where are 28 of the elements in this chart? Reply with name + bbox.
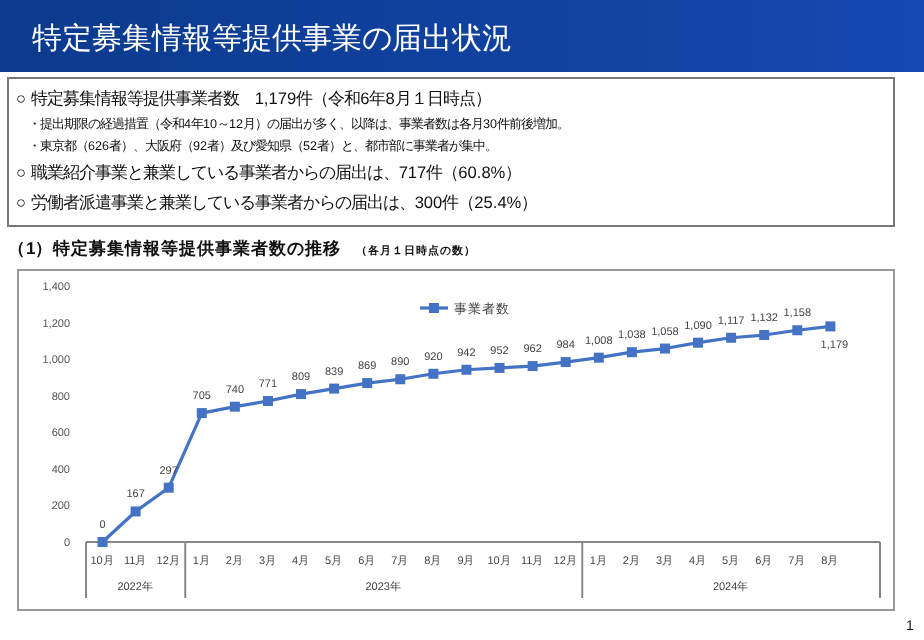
text: ○ 職業紹介事業と兼業している事業者からの届出は、717件（60.8%） <box>16 162 522 182</box>
chart-title: 特定募集情報等提供事業の届出状況 <box>32 22 512 56</box>
point <box>527 361 538 372</box>
point <box>726 332 737 343</box>
text: ○ 特定募集情報等提供事業者数 1,179件（令和6年8月１日時点） <box>16 88 491 108</box>
point <box>362 378 373 389</box>
chart-subtitle: （1）特定募集情報等提供事業者数の推移 <box>8 238 342 258</box>
point <box>262 396 273 407</box>
point <box>626 347 637 358</box>
point <box>494 362 505 373</box>
point <box>296 389 307 400</box>
text: ○ 労働者派遣事業と兼業している事業者からの届出は、300件（25.4%） <box>16 192 538 212</box>
point <box>97 537 108 547</box>
point <box>759 330 770 341</box>
point <box>593 352 604 363</box>
point <box>395 374 406 385</box>
point <box>659 343 670 354</box>
point <box>560 357 571 368</box>
point <box>329 383 340 394</box>
point <box>130 506 141 517</box>
point <box>428 368 439 379</box>
point <box>196 408 207 419</box>
point <box>461 364 472 375</box>
point <box>693 337 704 348</box>
point <box>229 401 240 412</box>
point <box>825 321 836 332</box>
point <box>792 325 803 336</box>
point <box>163 482 174 493</box>
